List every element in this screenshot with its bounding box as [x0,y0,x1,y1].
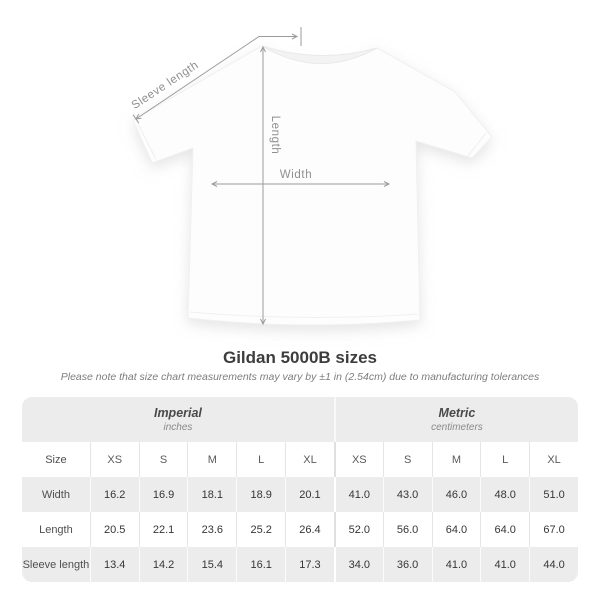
value-cell: 13.4 [89,547,139,582]
imperial-label: Imperial [153,406,202,421]
size-header-cell: XS [333,442,383,477]
value-cell: 17.3 [285,547,334,582]
unit-header-row: Imperial inches Metric centimeters [22,397,578,442]
right-cuff-seam [467,132,487,157]
row-label: Width [22,477,90,512]
length-label: Length [269,116,281,155]
size-col-header: Size [22,442,90,477]
table-row-sleeve-length: Sleeve length 13.4 14.2 15.4 16.1 17.3 3… [22,547,578,582]
value-cell: 52.0 [333,512,383,547]
value-cell: 16.9 [138,477,188,512]
value-cell: 64.0 [480,512,530,547]
value-cell: 20.5 [89,512,139,547]
value-cell: 64.0 [431,512,481,547]
value-cell: 16.2 [89,477,139,512]
value-cell: 46.0 [431,477,481,512]
value-cell: 14.2 [138,547,188,582]
metric-group-header: Metric centimeters [333,397,578,442]
value-cell: 51.0 [529,477,578,512]
value-cell: 44.0 [529,547,578,582]
size-header-cell: S [382,442,432,477]
size-header-row: Size XS S M L XL XS S M L XL [22,442,578,477]
size-header-cell: M [431,442,481,477]
value-cell: 26.4 [285,512,334,547]
tshirt-measurement-diagram: Sleeve length Length Width [130,27,493,326]
tshirt-graphic [132,45,493,326]
size-chart-table: Imperial inches Metric centimeters Size … [22,397,578,582]
table-row-length: Length 20.5 22.1 23.6 25.2 26.4 52.0 56.… [22,512,578,547]
value-cell: 22.1 [138,512,188,547]
value-cell: 56.0 [382,512,432,547]
value-cell: 36.0 [382,547,432,582]
imperial-sublabel: inches [163,421,193,433]
imperial-group-header: Imperial inches [22,397,334,442]
value-cell: 25.2 [236,512,286,547]
value-cell: 41.0 [431,547,481,582]
metric-label: Metric [438,406,476,421]
value-cell: 15.4 [187,547,237,582]
metric-sublabel: centimeters [431,421,483,433]
value-cell: 20.1 [285,477,334,512]
left-cuff-seam [137,123,157,160]
value-cell: 16.1 [236,547,286,582]
size-header-cell: XL [529,442,578,477]
row-label: Length [22,512,90,547]
tolerance-note: Please note that size chart measurements… [60,371,540,383]
value-cell: 18.1 [187,477,237,512]
value-cell: 41.0 [333,477,383,512]
table-row-width: Width 16.2 16.9 18.1 18.9 20.1 41.0 43.0… [22,477,578,512]
value-cell: 48.0 [480,477,530,512]
size-header-cell: XL [285,442,334,477]
value-cell: 67.0 [529,512,578,547]
hem-seam [189,311,419,319]
size-header-cell: XS [89,442,139,477]
page-title: Gildan 5000B sizes [222,348,378,367]
size-header-cell: L [480,442,530,477]
size-header-cell: S [138,442,188,477]
value-cell: 43.0 [382,477,432,512]
value-cell: 18.9 [236,477,286,512]
width-label: Width [280,169,312,181]
row-label: Sleeve length [22,547,90,582]
value-cell: 41.0 [480,547,530,582]
value-cell: 23.6 [187,512,237,547]
size-header-cell: L [236,442,286,477]
value-cell: 34.0 [333,547,383,582]
sleeve-length-arrow [132,27,302,124]
size-header-cell: M [187,442,237,477]
